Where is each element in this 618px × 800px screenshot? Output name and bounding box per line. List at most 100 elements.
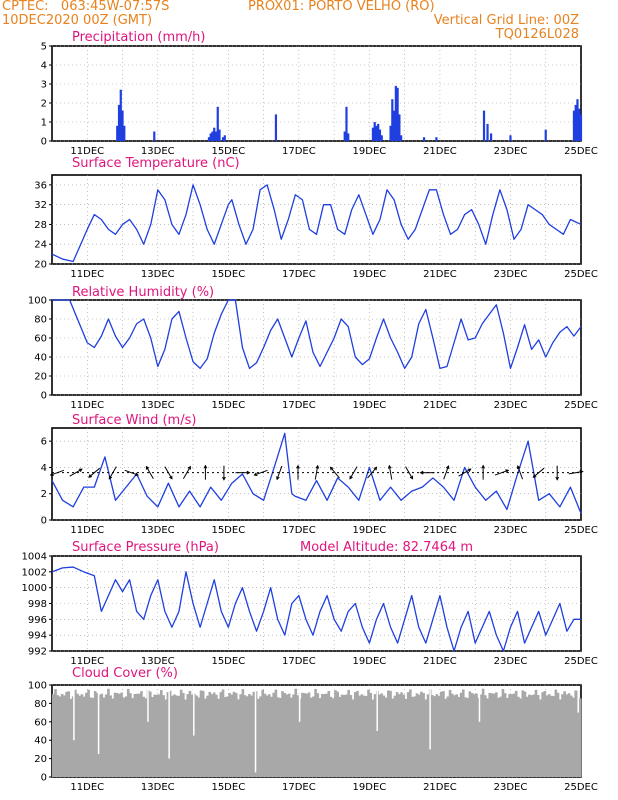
cloud-bar <box>274 689 278 777</box>
cloud-bar <box>252 691 256 777</box>
cloud-bar <box>517 696 520 777</box>
wind-arrow-head <box>78 468 83 473</box>
x-tick-label: 13DEC <box>141 782 175 793</box>
cloud-bar <box>268 694 271 777</box>
panel-1: 20 24 28 32 36 11DEC 13DEC 15DEC 17DEC 19DEC 21DEC… <box>34 156 598 280</box>
y-tick-label: 2 <box>41 489 47 500</box>
x-tick-label: 17DEC <box>282 656 316 667</box>
cloud-bar <box>411 696 414 777</box>
y-tick-label: 6 <box>41 437 47 448</box>
cloud-gap <box>478 686 481 722</box>
cloud-bar <box>243 695 247 777</box>
y-tick-label: 40 <box>34 736 47 747</box>
cloud-bar <box>497 697 500 777</box>
cloud-bar <box>521 690 525 777</box>
cloud-bar <box>276 697 280 777</box>
x-tick-label: 15DEC <box>211 782 245 793</box>
y-tick-label: 3 <box>41 80 47 91</box>
cloud-bar <box>488 692 492 777</box>
y-tick-label: 24 <box>34 240 47 251</box>
cloud-bar <box>554 689 558 777</box>
wind-arrow <box>182 466 191 479</box>
x-tick-label: 17DEC <box>282 146 316 157</box>
cloud-bar <box>499 696 503 777</box>
x-tick-label: 17DEC <box>282 269 316 280</box>
precip-bar <box>221 137 225 141</box>
y-tick-label: 1000 <box>22 583 47 594</box>
cloud-bar <box>464 697 467 777</box>
wind-arrow-head <box>169 475 173 480</box>
cloud-bar <box>67 691 71 777</box>
x-tick-label: 21DEC <box>423 782 457 793</box>
cloud-bar <box>561 694 564 777</box>
cloud-bar <box>201 690 205 777</box>
cloud-bar <box>287 693 291 777</box>
wind-arrow <box>443 465 449 480</box>
cloud-bar <box>389 690 392 777</box>
panel-title: Relative Humidity (%) <box>72 285 214 300</box>
cloud-bar <box>76 693 79 777</box>
cloud-bar <box>351 699 355 777</box>
cloud-bar <box>142 696 145 777</box>
cloud-bar <box>450 693 454 777</box>
x-tick-label: 13DEC <box>141 656 175 667</box>
precip-bar <box>544 129 547 141</box>
wind-arrow <box>494 469 509 476</box>
precip-bar <box>119 89 122 141</box>
cloud-bar <box>197 697 201 777</box>
precip-bar <box>116 125 119 141</box>
precip-bar <box>392 110 396 141</box>
wind-arrow-head <box>387 464 392 469</box>
x-tick-label: 19DEC <box>353 656 387 667</box>
cloud-bar <box>409 689 412 777</box>
cloud-bar <box>285 694 289 777</box>
y-tick-label: 994 <box>28 631 47 642</box>
cloud-bar <box>104 694 108 777</box>
cloud-bar <box>208 691 212 777</box>
cloud-bar <box>378 694 381 777</box>
cloud-bar <box>307 692 311 777</box>
cloud-bar <box>468 691 472 777</box>
precip-bar <box>375 125 378 141</box>
cloud-bar <box>199 690 203 777</box>
x-tick-label: 23DEC <box>494 656 528 667</box>
plot-frame <box>51 45 582 142</box>
wind-arrow <box>367 467 377 479</box>
cloud-bar <box>261 689 264 777</box>
x-tick-label: 13DEC <box>141 269 175 280</box>
cloud-bar <box>69 698 73 777</box>
cloud-bar <box>435 694 439 777</box>
panel-title: Surface Pressure (hPa) <box>72 540 219 555</box>
x-tick-label: 25DEC <box>564 400 598 411</box>
x-tick-label: 15DEC <box>211 269 245 280</box>
cloud-bar <box>534 689 538 777</box>
precip-bar <box>347 133 350 141</box>
panel-title: Surface Wind (m/s) <box>72 413 196 428</box>
cloud-bar <box>406 692 410 777</box>
cloud-bar <box>552 696 555 777</box>
cloud-bar <box>512 693 516 777</box>
wind-arrow <box>69 468 83 477</box>
cloud-bar <box>495 692 498 777</box>
cloud-bar <box>263 693 267 777</box>
cloud-bar <box>283 692 287 777</box>
cloud-bar <box>503 693 507 777</box>
cloud-bar <box>237 699 240 777</box>
cloud-bar <box>492 693 496 777</box>
x-tick-label: 15DEC <box>211 525 245 536</box>
y-tick-label: 0 <box>41 773 47 784</box>
cloud-bar <box>223 696 227 777</box>
wind-arrow <box>145 466 154 479</box>
y-tick-label: 60 <box>34 717 47 728</box>
wind-arrow-head <box>329 466 334 471</box>
cloud-bar <box>508 694 511 777</box>
cloud-bar <box>506 697 509 777</box>
cloud-gap <box>298 686 301 722</box>
panel-title: Precipitation (mm/h) <box>72 30 205 45</box>
cloud-bar <box>569 695 573 777</box>
cloud-bar <box>475 693 478 777</box>
x-tick-label: 21DEC <box>423 525 457 536</box>
cloud-bar <box>195 695 198 777</box>
cloud-bar <box>256 698 260 777</box>
x-tick-label: 11DEC <box>70 400 104 411</box>
